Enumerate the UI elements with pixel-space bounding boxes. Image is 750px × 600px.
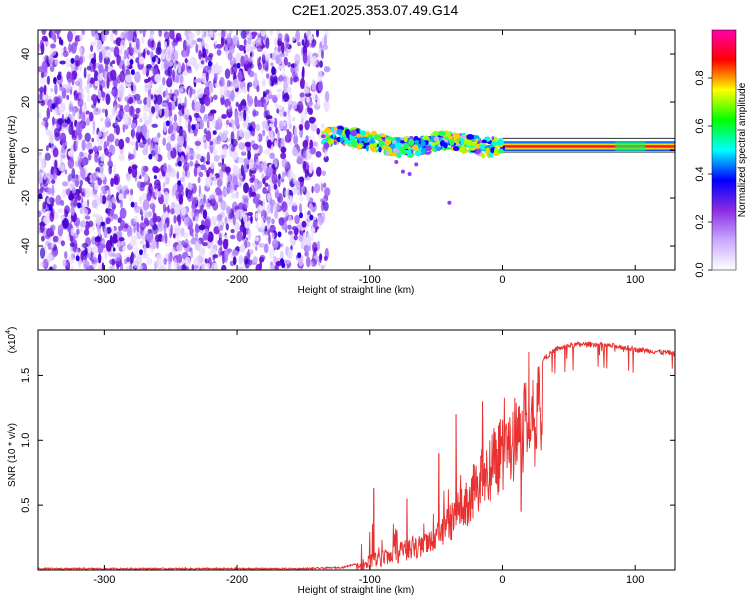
snr-multiplier: (x104): [5, 327, 18, 354]
snr-x-tick-label: -200: [226, 574, 248, 586]
spectrogram-y-tick-label: 40: [20, 48, 32, 60]
spectrogram-signal-track: [320, 125, 675, 205]
spectrogram-x-tick: -200: [226, 30, 248, 286]
colorbar-tick-label: 0.8: [694, 70, 706, 85]
colorbar-tick-label: 0.4: [694, 166, 706, 181]
snr-y-tick: 1.5: [20, 368, 675, 383]
snr-frame: [37, 329, 676, 571]
colorbar: [711, 29, 737, 271]
colorbar-tick: 0.6: [694, 118, 712, 134]
spectrogram-x-tick-label: -300: [93, 274, 115, 286]
spectrogram-plot: [38, 30, 675, 270]
chart-title: C2E1.2025.353.07.49.G14: [291, 2, 459, 18]
track-outlier: [414, 162, 419, 167]
snr-x-tick: -300: [93, 330, 115, 586]
colorbar-tick-label: 0.6: [694, 118, 706, 133]
spectrogram-x-tick-label: -200: [226, 274, 248, 286]
snr-x-tick-label: -100: [359, 574, 381, 586]
snr-y-tick-label: 1.5: [20, 368, 32, 383]
band-bright-spot: [615, 141, 646, 151]
spectrogram-y-ticks: -40 -20 0 20 40: [20, 48, 675, 254]
spectrogram-noise-region: [38, 30, 331, 270]
spectrogram-x-tick-label: 0: [499, 274, 505, 286]
spectrogram-y-tick: 20: [20, 96, 675, 108]
snr-multiplier-label: (x104): [5, 327, 18, 354]
colorbar-tick: 0.4: [694, 166, 712, 182]
snr-y-label: SNR (10 * v/v): [7, 423, 18, 487]
spectrogram-y-tick: 0: [20, 147, 675, 153]
snr-y-tick-label: 0.5: [20, 497, 32, 512]
spectrogram-y-tick-label: -40: [20, 238, 32, 254]
colorbar-tick: 0.2: [694, 214, 712, 230]
snr-x-tick: 0: [499, 330, 506, 586]
spectrogram-y-tick: -20: [20, 190, 675, 206]
spectrogram-x-tick: 0: [499, 30, 506, 286]
spectrogram-x-tick-label: -100: [359, 274, 381, 286]
snr-y-ticks: 0.5 1.0 1.5: [20, 368, 675, 513]
snr-y-tick: 0.5: [20, 497, 675, 513]
colorbar-tick: 0.0: [694, 262, 712, 278]
snr-x-ticks: -300 -200 -100 0 100: [93, 330, 644, 586]
spectrogram-y-label: Frequency (Hz): [7, 116, 18, 185]
snr-x-tick-label: -300: [93, 574, 115, 586]
snr-x-tick-label: 0: [499, 574, 505, 586]
spectrogram-x-label: Height of straight line (km): [298, 285, 415, 296]
colorbar-ticks: 0.0 0.2 0.4 0.6 0.8: [694, 70, 712, 278]
snr-x-tick: 100: [626, 330, 644, 586]
spectrogram-x-tick: 100: [626, 30, 644, 286]
snr-x-tick: -200: [226, 330, 248, 586]
colorbar-tick: 0.8: [694, 70, 712, 86]
spectrogram-y-tick-label: 20: [20, 96, 32, 108]
snr-plot: [38, 340, 675, 570]
track-outlier: [394, 160, 399, 164]
track-outlier: [400, 169, 405, 174]
snr-x-label: Height of straight line (km): [298, 585, 415, 596]
colorbar-label: Normalized spectral amplitude: [737, 82, 748, 217]
snr-y-tick: 1.0: [20, 433, 675, 448]
snr-x-tick-label: 100: [626, 574, 644, 586]
spectrogram-x-ticks: -300 -200 -100 0 100: [93, 30, 644, 286]
spectrogram-y-tick-label: 0: [20, 147, 32, 153]
snr-series-line: [38, 340, 675, 570]
spectrogram-y-tick: 40: [20, 48, 675, 60]
spectrogram-x-tick-label: 100: [626, 274, 644, 286]
snr-y-tick-label: 1.0: [20, 433, 32, 448]
spectrogram-y-tick-label: -20: [20, 190, 32, 206]
spectrogram-x-tick: -100: [359, 30, 381, 286]
spectrogram-x-tick: -300: [93, 30, 115, 286]
colorbar-tick-label: 0.2: [694, 214, 706, 229]
track-outlier: [447, 200, 452, 205]
colorbar-tick-label: 0.0: [694, 262, 706, 277]
snr-x-tick: -100: [359, 330, 381, 586]
band-core: [502, 145, 675, 148]
spectrogram-noise-peaks: [38, 56, 314, 269]
spectrogram-y-tick: -40: [20, 238, 675, 254]
track-outlier: [407, 172, 412, 176]
